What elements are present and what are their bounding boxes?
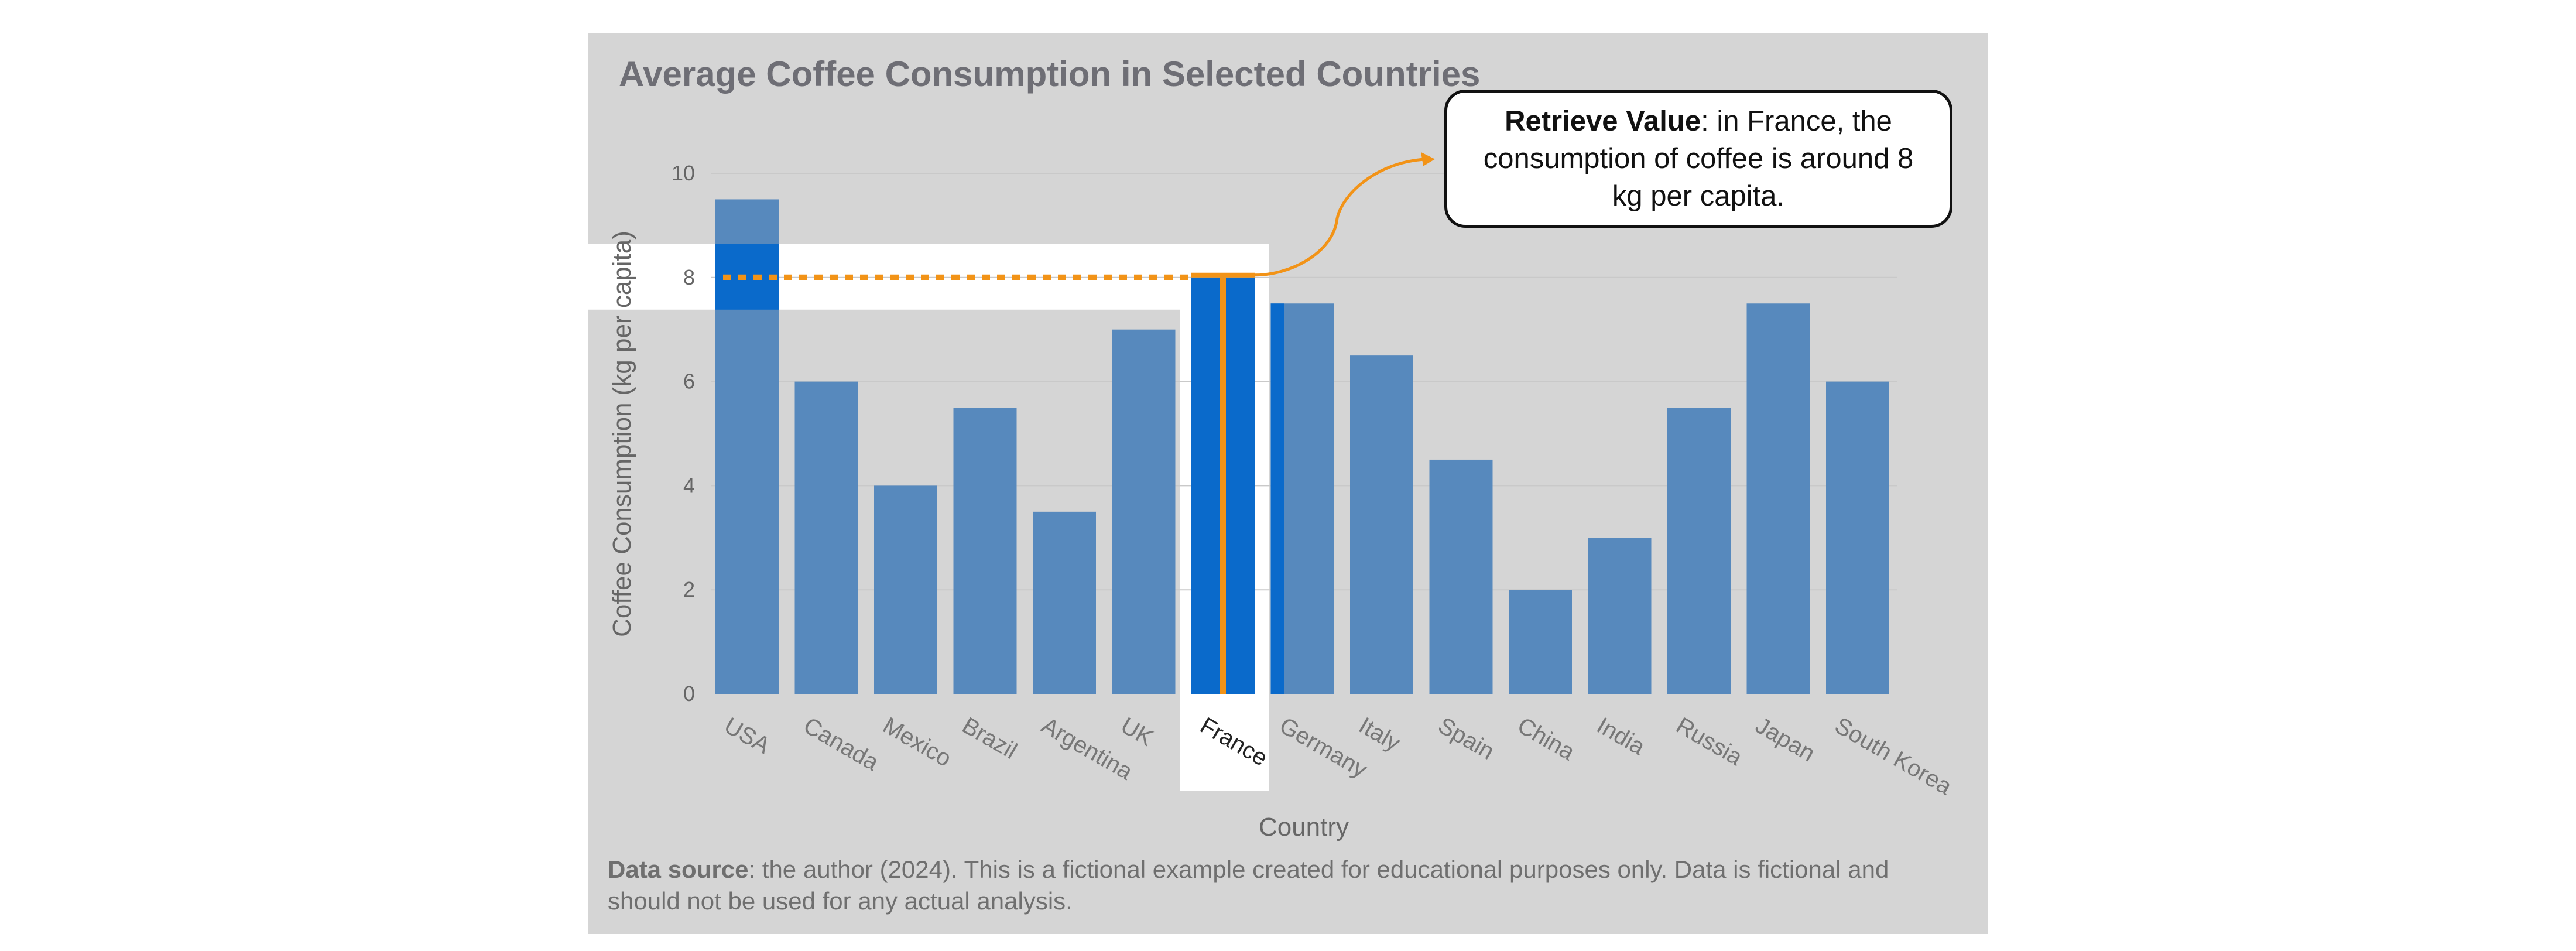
callout-connector xyxy=(1254,158,1430,277)
x-tick-uk: UK xyxy=(1116,713,1157,751)
x-tick-south-korea: South Korea xyxy=(1831,713,1957,801)
annotation-bold: Retrieve Value xyxy=(1505,105,1701,137)
x-tick-india: India xyxy=(1592,713,1650,761)
x-tick-germany: Germany xyxy=(1275,713,1371,783)
y-tick-0: 0 xyxy=(683,682,695,706)
callout-arrowhead xyxy=(1421,152,1435,166)
y-tick-6: 6 xyxy=(683,370,695,394)
x-tick-brazil: Brazil xyxy=(958,713,1022,764)
y-tick-10: 10 xyxy=(672,161,695,185)
x-tick-spain: Spain xyxy=(1434,713,1499,765)
y-tick-labels: 0 2 4 6 8 10 xyxy=(672,161,695,706)
x-tick-mexico: Mexico xyxy=(879,713,956,772)
bar-india xyxy=(1588,538,1652,694)
x-axis-title: Country xyxy=(1259,813,1349,841)
x-tick-russia: Russia xyxy=(1672,713,1748,771)
x-tick-canada: Canada xyxy=(799,713,883,776)
bar-russia xyxy=(1667,408,1731,694)
bar-china xyxy=(1509,590,1572,694)
y-axis-title: Coffee Consumption (kg per capita) xyxy=(608,231,636,637)
bar-germany-highlight-edge xyxy=(1270,303,1284,694)
x-tick-japan: Japan xyxy=(1751,713,1819,767)
data-source-note: Data source: the author (2024). This is … xyxy=(608,854,1954,917)
bar-spain xyxy=(1429,459,1493,694)
annotation-text: : in France, the consumption of coffee i… xyxy=(1483,105,1914,212)
bar-japan xyxy=(1746,303,1810,694)
bar-brazil xyxy=(953,408,1017,694)
bar-mexico xyxy=(874,485,937,694)
bar-italy xyxy=(1350,355,1413,694)
source-label: Data source xyxy=(608,856,749,883)
y-tick-2: 2 xyxy=(683,577,695,601)
bar-argentina xyxy=(1033,511,1096,694)
bars xyxy=(715,199,1889,694)
bar-canada xyxy=(794,381,858,694)
y-tick-8: 8 xyxy=(683,265,695,289)
chart-title: Average Coffee Consumption in Selected C… xyxy=(619,54,1480,94)
x-tick-italy: Italy xyxy=(1355,713,1405,757)
bar-south-korea xyxy=(1826,381,1889,694)
x-tick-china: China xyxy=(1513,713,1580,766)
bar-uk xyxy=(1112,329,1176,694)
y-tick-4: 4 xyxy=(683,473,695,497)
annotation-marks xyxy=(723,152,1435,694)
annotation-callout: Retrieve Value: in France, the consumpti… xyxy=(1444,90,1952,228)
source-text: : the author (2024). This is a fictional… xyxy=(608,856,1889,915)
x-tick-usa: USA xyxy=(720,713,775,759)
x-tick-argentina: Argentina xyxy=(1037,713,1138,785)
